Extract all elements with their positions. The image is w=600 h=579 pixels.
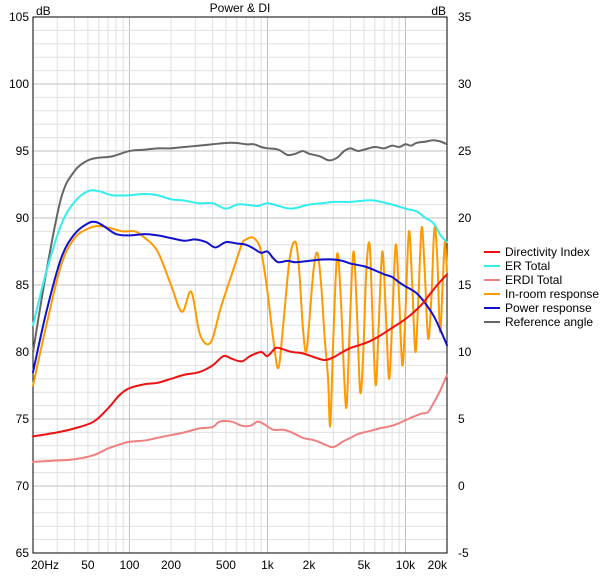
left-tick-label: 75 (16, 412, 30, 426)
x-tick-label: 2k (303, 558, 317, 572)
right-tick-label: 10 (458, 345, 472, 359)
plot-area-frame (32, 16, 448, 554)
right-tick-label: 30 (458, 77, 472, 91)
left-axis-unit: dB (36, 4, 51, 18)
chart-title: Power & DI (210, 1, 271, 15)
right-tick-label: 25 (458, 144, 472, 158)
left-tick-label: 65 (16, 546, 30, 560)
x-tick-label: 20Hz (31, 558, 59, 572)
right-tick-label: 20 (458, 211, 472, 225)
right-tick-label: 0 (458, 479, 465, 493)
series-line-in-room-response (32, 225, 448, 428)
right-tick-label: 5 (458, 412, 465, 426)
x-tick-label: 1k (261, 558, 275, 572)
legend-label: Reference angle (505, 315, 593, 329)
series-line-er-total (32, 189, 448, 327)
right-tick-label: -5 (458, 546, 469, 560)
legend-label: In-room response (505, 287, 599, 301)
left-tick-label: 80 (16, 345, 30, 359)
right-axis-unit: dB (431, 4, 446, 18)
left-tick-label: 90 (16, 211, 30, 225)
x-tick-label: 100 (119, 558, 139, 572)
left-tick-label: 95 (16, 144, 30, 158)
series-line-reference-angle (32, 139, 448, 353)
right-tick-label: 15 (458, 278, 472, 292)
left-tick-label: 100 (9, 77, 29, 91)
legend-label: ERDI Total (505, 273, 562, 287)
x-tick-label: 200 (161, 558, 181, 572)
left-tick-label: 105 (9, 10, 29, 24)
series-line-directivity-index (32, 273, 448, 438)
right-tick-label: 35 (458, 10, 472, 24)
x-tick-label: 5k (358, 558, 372, 572)
series-line-erdi-total (32, 373, 448, 463)
x-tick-label: 20k (428, 558, 448, 572)
legend-label: Directivity Index (505, 245, 590, 259)
legend-label: Power response (505, 301, 592, 315)
x-tick-label: 10k (396, 558, 416, 572)
x-tick-label: 500 (216, 558, 236, 572)
x-tick-label: 50 (81, 558, 95, 572)
series-line-power-response (32, 220, 448, 374)
left-tick-label: 85 (16, 278, 30, 292)
left-tick-label: 70 (16, 479, 30, 493)
legend-label: ER Total (505, 259, 550, 273)
